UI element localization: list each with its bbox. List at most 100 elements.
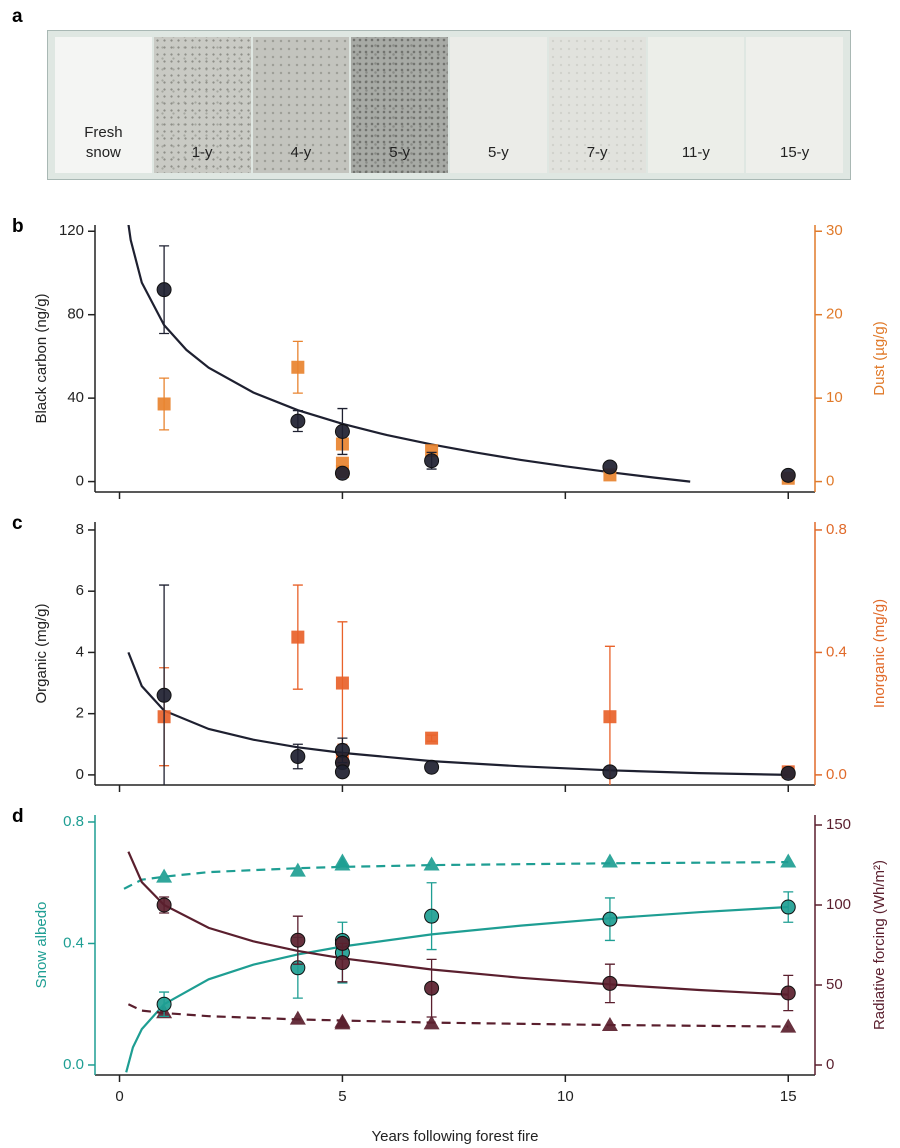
x-tick-label: 0 bbox=[115, 1088, 123, 1105]
y-tick-label: 6 bbox=[76, 582, 84, 599]
photo-cell: 11-y bbox=[647, 37, 745, 173]
data-point bbox=[780, 985, 796, 1001]
y-axis-label: Organic (mg/g) bbox=[33, 603, 50, 703]
y2-tick-label: 0 bbox=[826, 473, 834, 490]
data-point bbox=[156, 996, 172, 1012]
panel-label: b bbox=[12, 216, 24, 237]
data-point bbox=[290, 932, 306, 948]
data-point bbox=[424, 453, 440, 469]
x-axis-label: Years following forest fire bbox=[371, 1128, 538, 1145]
data-point bbox=[602, 975, 618, 991]
y2-axis-label: Inorganic (mg/g) bbox=[871, 599, 888, 708]
data-point bbox=[424, 908, 440, 924]
photo-cell: 15-y bbox=[746, 37, 843, 173]
photo-label: 11-y bbox=[681, 144, 710, 161]
data-point bbox=[602, 764, 618, 780]
data-point bbox=[601, 853, 618, 868]
y-axis-label: Black carbon (ng/g) bbox=[33, 293, 50, 423]
data-point bbox=[156, 897, 172, 913]
data-point bbox=[780, 899, 796, 915]
y2-tick-label: 0.8 bbox=[826, 521, 847, 538]
panel: c 0 2 4 6 8 0.0 0.4 0.8 Organic (mg/g) Inorganic (… bbox=[12, 513, 888, 792]
y-tick-label: 0 bbox=[76, 766, 84, 783]
fit-line bbox=[127, 651, 789, 776]
data-point bbox=[291, 630, 305, 644]
panel: d 0.0 0.4 0.8 0 50 100 150 0 5 10 15 Snow albedo Radi… bbox=[12, 806, 888, 1145]
data-point bbox=[424, 980, 440, 996]
data-point bbox=[425, 444, 439, 458]
data-point bbox=[289, 862, 306, 877]
panel-label: a bbox=[12, 6, 23, 27]
panel-label: d bbox=[12, 806, 24, 827]
data-point bbox=[156, 282, 172, 298]
photo-cell: 4-y bbox=[252, 37, 350, 173]
data-point bbox=[334, 935, 350, 951]
photo-cell: 5-y bbox=[351, 37, 448, 173]
fit-line bbox=[123, 861, 789, 890]
photo-label: 4-y bbox=[290, 144, 312, 161]
data-point bbox=[334, 424, 350, 440]
data-point bbox=[157, 397, 171, 411]
y2-tick-label: 100 bbox=[826, 896, 851, 913]
plot-area bbox=[123, 851, 797, 1073]
y-tick-label: 8 bbox=[76, 521, 84, 538]
x-tick-label: 15 bbox=[780, 1088, 797, 1105]
data-point bbox=[423, 856, 440, 871]
y2-tick-label: 0.0 bbox=[826, 766, 847, 783]
photo-label: 5-y bbox=[389, 144, 411, 161]
photo-label: Fresh snow bbox=[84, 124, 123, 161]
y-axis-label: Snow albedo bbox=[33, 902, 50, 989]
data-point bbox=[290, 749, 306, 765]
data-point bbox=[424, 759, 440, 775]
y-tick-label: 0 bbox=[76, 473, 84, 490]
data-point bbox=[334, 955, 350, 971]
data-point bbox=[602, 459, 618, 475]
data-point bbox=[780, 765, 796, 781]
data-point bbox=[290, 413, 306, 429]
panel: b 0 40 80 120 0 10 20 30 Black carbon (ng/g) Dust … bbox=[12, 216, 888, 499]
photo-label: 1-y bbox=[191, 144, 213, 161]
y2-tick-label: 50 bbox=[826, 976, 843, 993]
y2-tick-label: 20 bbox=[826, 306, 843, 323]
y-tick-label: 80 bbox=[67, 306, 84, 323]
data-point bbox=[425, 731, 439, 745]
y2-axis-label: Dust (µg/g) bbox=[871, 321, 888, 396]
data-point bbox=[334, 853, 351, 868]
fit-line bbox=[127, 225, 691, 483]
panel-label: c bbox=[12, 513, 23, 534]
data-point bbox=[335, 676, 349, 690]
data-point bbox=[780, 1018, 797, 1033]
data-point bbox=[780, 853, 797, 868]
y2-axis-label: Radiative forcing (Wh/m²) bbox=[871, 860, 888, 1030]
x-tick-label: 5 bbox=[338, 1088, 346, 1105]
photo-label: 5-y bbox=[487, 144, 509, 161]
y-tick-label: 40 bbox=[67, 389, 84, 406]
data-point bbox=[334, 465, 350, 481]
data-point bbox=[289, 1010, 306, 1025]
y-tick-label: 0.0 bbox=[63, 1056, 84, 1073]
y-tick-label: 0.8 bbox=[63, 813, 84, 830]
fit-line bbox=[127, 1003, 789, 1028]
photo-cell: 5-y bbox=[450, 37, 547, 173]
data-point bbox=[603, 710, 617, 724]
data-point bbox=[602, 911, 618, 927]
x-tick-label: 10 bbox=[557, 1088, 574, 1105]
y2-tick-label: 150 bbox=[826, 816, 851, 833]
data-point bbox=[334, 764, 350, 780]
data-point bbox=[601, 1017, 618, 1031]
y2-tick-label: 30 bbox=[826, 222, 843, 239]
photo-cell: 7-y bbox=[548, 37, 646, 173]
y-tick-label: 2 bbox=[76, 705, 84, 722]
photo-cell: 1-y bbox=[153, 37, 251, 173]
y-tick-label: 4 bbox=[76, 643, 84, 660]
photo-label: 7-y bbox=[586, 144, 608, 161]
photo-label: 15-y bbox=[780, 144, 810, 161]
data-point bbox=[156, 687, 172, 703]
data-point bbox=[291, 360, 305, 374]
photo-strip: Fresh snow 1-y 4-y 5-y 5-y 7-y 11-y 15-y bbox=[47, 30, 851, 180]
y2-tick-label: 0 bbox=[826, 1056, 834, 1073]
data-point bbox=[156, 868, 173, 883]
plot-area bbox=[127, 584, 796, 785]
